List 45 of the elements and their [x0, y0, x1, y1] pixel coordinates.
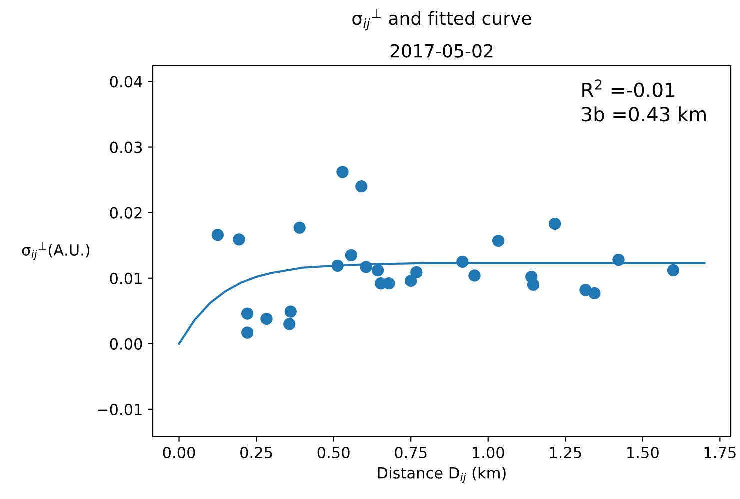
annotation: 3b =0.43 km — [582, 106, 706, 122]
x-tick-label: 0.25 — [240, 446, 272, 459]
point — [356, 180, 368, 193]
x-tick-label: 1.75 — [704, 447, 736, 459]
point — [588, 287, 601, 300]
point — [492, 234, 505, 248]
point — [284, 318, 296, 330]
annotation: R$^{2}$ =-0.01 — [582, 80, 675, 98]
point — [549, 218, 562, 230]
point — [242, 326, 254, 339]
point — [468, 270, 481, 282]
point — [456, 256, 469, 268]
x-axis-title: Distance D$_{ij}$ (km) — [378, 467, 506, 484]
point — [580, 284, 592, 296]
point — [233, 234, 246, 246]
point — [360, 261, 372, 274]
y-tick-label: 0.02 — [110, 207, 142, 219]
point — [527, 278, 540, 292]
point — [372, 264, 384, 277]
x-tick-label: 1.50 — [628, 446, 659, 459]
point — [667, 264, 680, 277]
x-tick-label: 1.25 — [550, 446, 582, 459]
point — [212, 229, 224, 242]
chart-title: σ$_{ij}$$^{⊥}$ and fitted curve — [352, 9, 532, 31]
chart-subtitle: 2017-05-02 — [390, 44, 493, 58]
point — [332, 260, 344, 272]
x-tick-label: 0.00 — [163, 446, 196, 459]
y-axis-title: σ$_{ij}$$^{⊥}$(A.U.) — [22, 242, 90, 260]
point — [260, 312, 273, 326]
point — [294, 222, 306, 234]
point — [405, 274, 418, 288]
x-tick-label: 0.50 — [318, 446, 350, 459]
x-tick-label: 0.75 — [395, 446, 427, 459]
point — [242, 308, 254, 320]
y-tick-label: 0.00 — [110, 338, 142, 350]
point — [410, 266, 423, 279]
point — [612, 254, 625, 266]
y-tick-label: 0.01 — [110, 272, 142, 284]
point — [284, 306, 297, 318]
point — [336, 166, 349, 178]
point — [345, 249, 358, 262]
y-tick-label: 0.04 — [110, 76, 142, 88]
x-tick-label: 1.00 — [473, 446, 504, 459]
y-tick-label: −0.01 — [98, 404, 142, 416]
y-tick-label: 0.03 — [110, 142, 142, 154]
